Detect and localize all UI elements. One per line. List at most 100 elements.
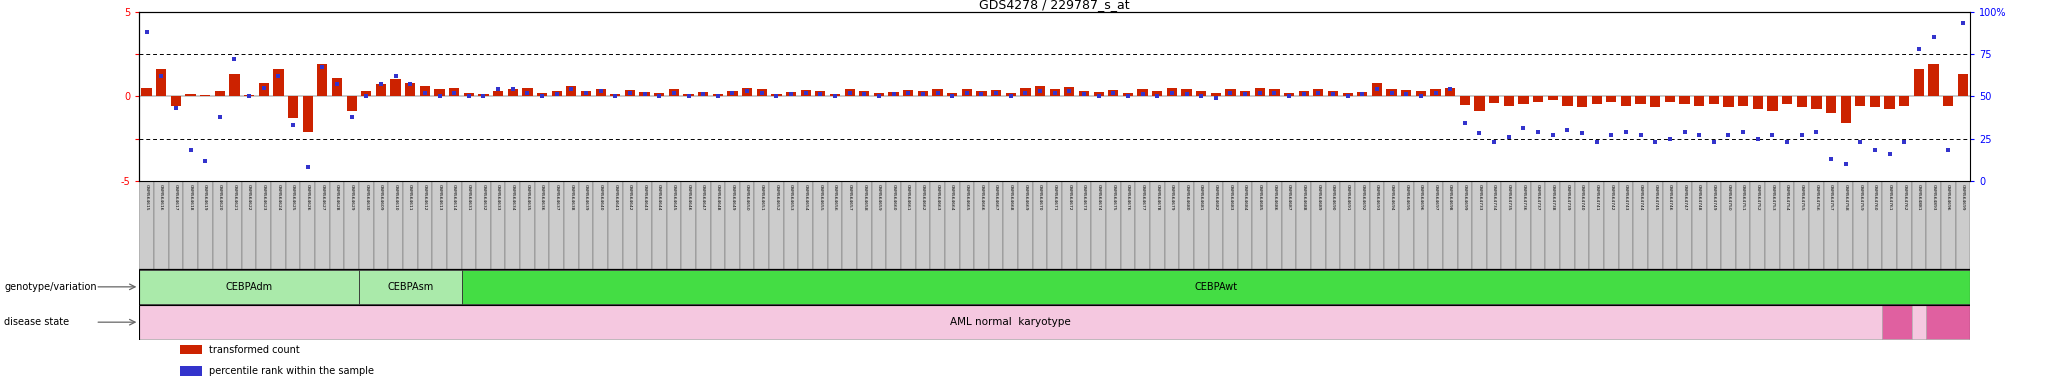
Bar — [1823, 181, 1839, 269]
Bar — [1358, 92, 1368, 96]
Text: GSM564750: GSM564750 — [1726, 184, 1731, 210]
Text: CEBPAdm: CEBPAdm — [225, 282, 272, 292]
Text: GSM564697: GSM564697 — [1434, 184, 1438, 210]
Point — [877, 91, 909, 98]
Bar — [227, 181, 242, 269]
Bar — [156, 69, 166, 96]
Text: CEBPAwt: CEBPAwt — [1194, 282, 1237, 292]
Bar — [860, 91, 870, 96]
Text: GSM564621: GSM564621 — [233, 184, 236, 210]
Text: GSM564642: GSM564642 — [629, 184, 633, 210]
Bar — [229, 74, 240, 96]
Bar — [1548, 96, 1559, 101]
Text: GSM564683: GSM564683 — [1229, 184, 1233, 210]
Bar — [1298, 91, 1309, 96]
Bar — [287, 181, 301, 269]
Point — [248, 84, 281, 91]
Bar — [522, 88, 532, 96]
Text: GSM564677: GSM564677 — [1141, 184, 1145, 210]
Bar — [827, 181, 842, 269]
Bar — [1356, 181, 1370, 269]
Bar — [1677, 181, 1692, 269]
Text: GSM564653: GSM564653 — [788, 184, 793, 210]
Bar — [1882, 181, 1896, 269]
Bar — [1079, 91, 1090, 96]
Bar — [1589, 181, 1604, 269]
Bar — [842, 181, 856, 269]
Bar — [1782, 96, 1792, 104]
Bar — [373, 181, 389, 269]
Bar — [772, 94, 782, 96]
Point — [1010, 90, 1042, 96]
Point — [1931, 147, 1964, 154]
Bar — [1796, 96, 1806, 107]
Bar — [1780, 181, 1794, 269]
Bar — [535, 181, 549, 269]
Bar — [608, 181, 623, 269]
Bar — [1634, 181, 1649, 269]
Bar — [332, 78, 342, 96]
Bar — [623, 181, 637, 269]
Bar — [1884, 96, 1894, 109]
Text: GSM564753: GSM564753 — [1769, 184, 1774, 210]
Bar — [1194, 181, 1208, 269]
Bar — [1563, 96, 1573, 106]
Point — [174, 147, 207, 154]
Point — [203, 113, 236, 119]
Text: GSM564741: GSM564741 — [1595, 184, 1599, 210]
Point — [1653, 136, 1686, 142]
Bar — [1475, 96, 1485, 111]
Point — [1493, 134, 1526, 140]
Bar — [653, 93, 664, 96]
Point — [1815, 156, 1847, 162]
Bar — [358, 270, 461, 304]
Point — [305, 65, 338, 71]
Point — [1038, 90, 1071, 96]
Bar — [872, 181, 887, 269]
Bar — [1665, 96, 1675, 102]
Text: GSM564745: GSM564745 — [1653, 184, 1657, 210]
Text: GSM564688: GSM564688 — [1303, 184, 1307, 210]
Point — [262, 73, 295, 79]
Bar — [1325, 181, 1339, 269]
Bar — [725, 181, 739, 269]
Text: GSM564651: GSM564651 — [760, 184, 764, 210]
Text: GSM564687: GSM564687 — [1286, 184, 1290, 210]
Bar — [154, 181, 168, 269]
Point — [541, 91, 573, 98]
Point — [1405, 93, 1438, 99]
Bar — [1942, 181, 1956, 269]
Point — [979, 90, 1012, 96]
Text: GSM564614: GSM564614 — [453, 184, 457, 210]
Point — [702, 93, 735, 99]
Bar — [1591, 96, 1602, 104]
Text: GSM564609: GSM564609 — [379, 184, 383, 210]
Point — [745, 90, 778, 96]
Text: GSM564733: GSM564733 — [1477, 184, 1481, 210]
Text: GSM564626: GSM564626 — [305, 184, 309, 210]
Text: GSM564881: GSM564881 — [1917, 184, 1921, 210]
Bar — [1427, 181, 1444, 269]
Bar — [479, 94, 489, 96]
Point — [1391, 91, 1423, 98]
Bar — [506, 181, 520, 269]
Text: GSM564667: GSM564667 — [993, 184, 997, 210]
Bar — [1739, 96, 1749, 106]
Text: GSM564627: GSM564627 — [319, 184, 324, 210]
Point — [1257, 90, 1290, 96]
Bar — [258, 83, 268, 96]
Bar — [317, 64, 328, 96]
Point — [1288, 91, 1321, 98]
Bar — [1944, 96, 1954, 106]
Text: GSM564752: GSM564752 — [1755, 184, 1759, 210]
Bar — [1296, 181, 1311, 269]
Text: GSM564645: GSM564645 — [672, 184, 676, 210]
Bar — [1751, 181, 1765, 269]
Bar — [1196, 91, 1206, 96]
Text: GSM564636: GSM564636 — [541, 184, 545, 210]
Point — [1800, 129, 1833, 135]
Bar — [1018, 181, 1032, 269]
Text: GSM564678: GSM564678 — [1155, 184, 1159, 210]
Bar — [1503, 96, 1513, 106]
Bar — [582, 91, 592, 96]
